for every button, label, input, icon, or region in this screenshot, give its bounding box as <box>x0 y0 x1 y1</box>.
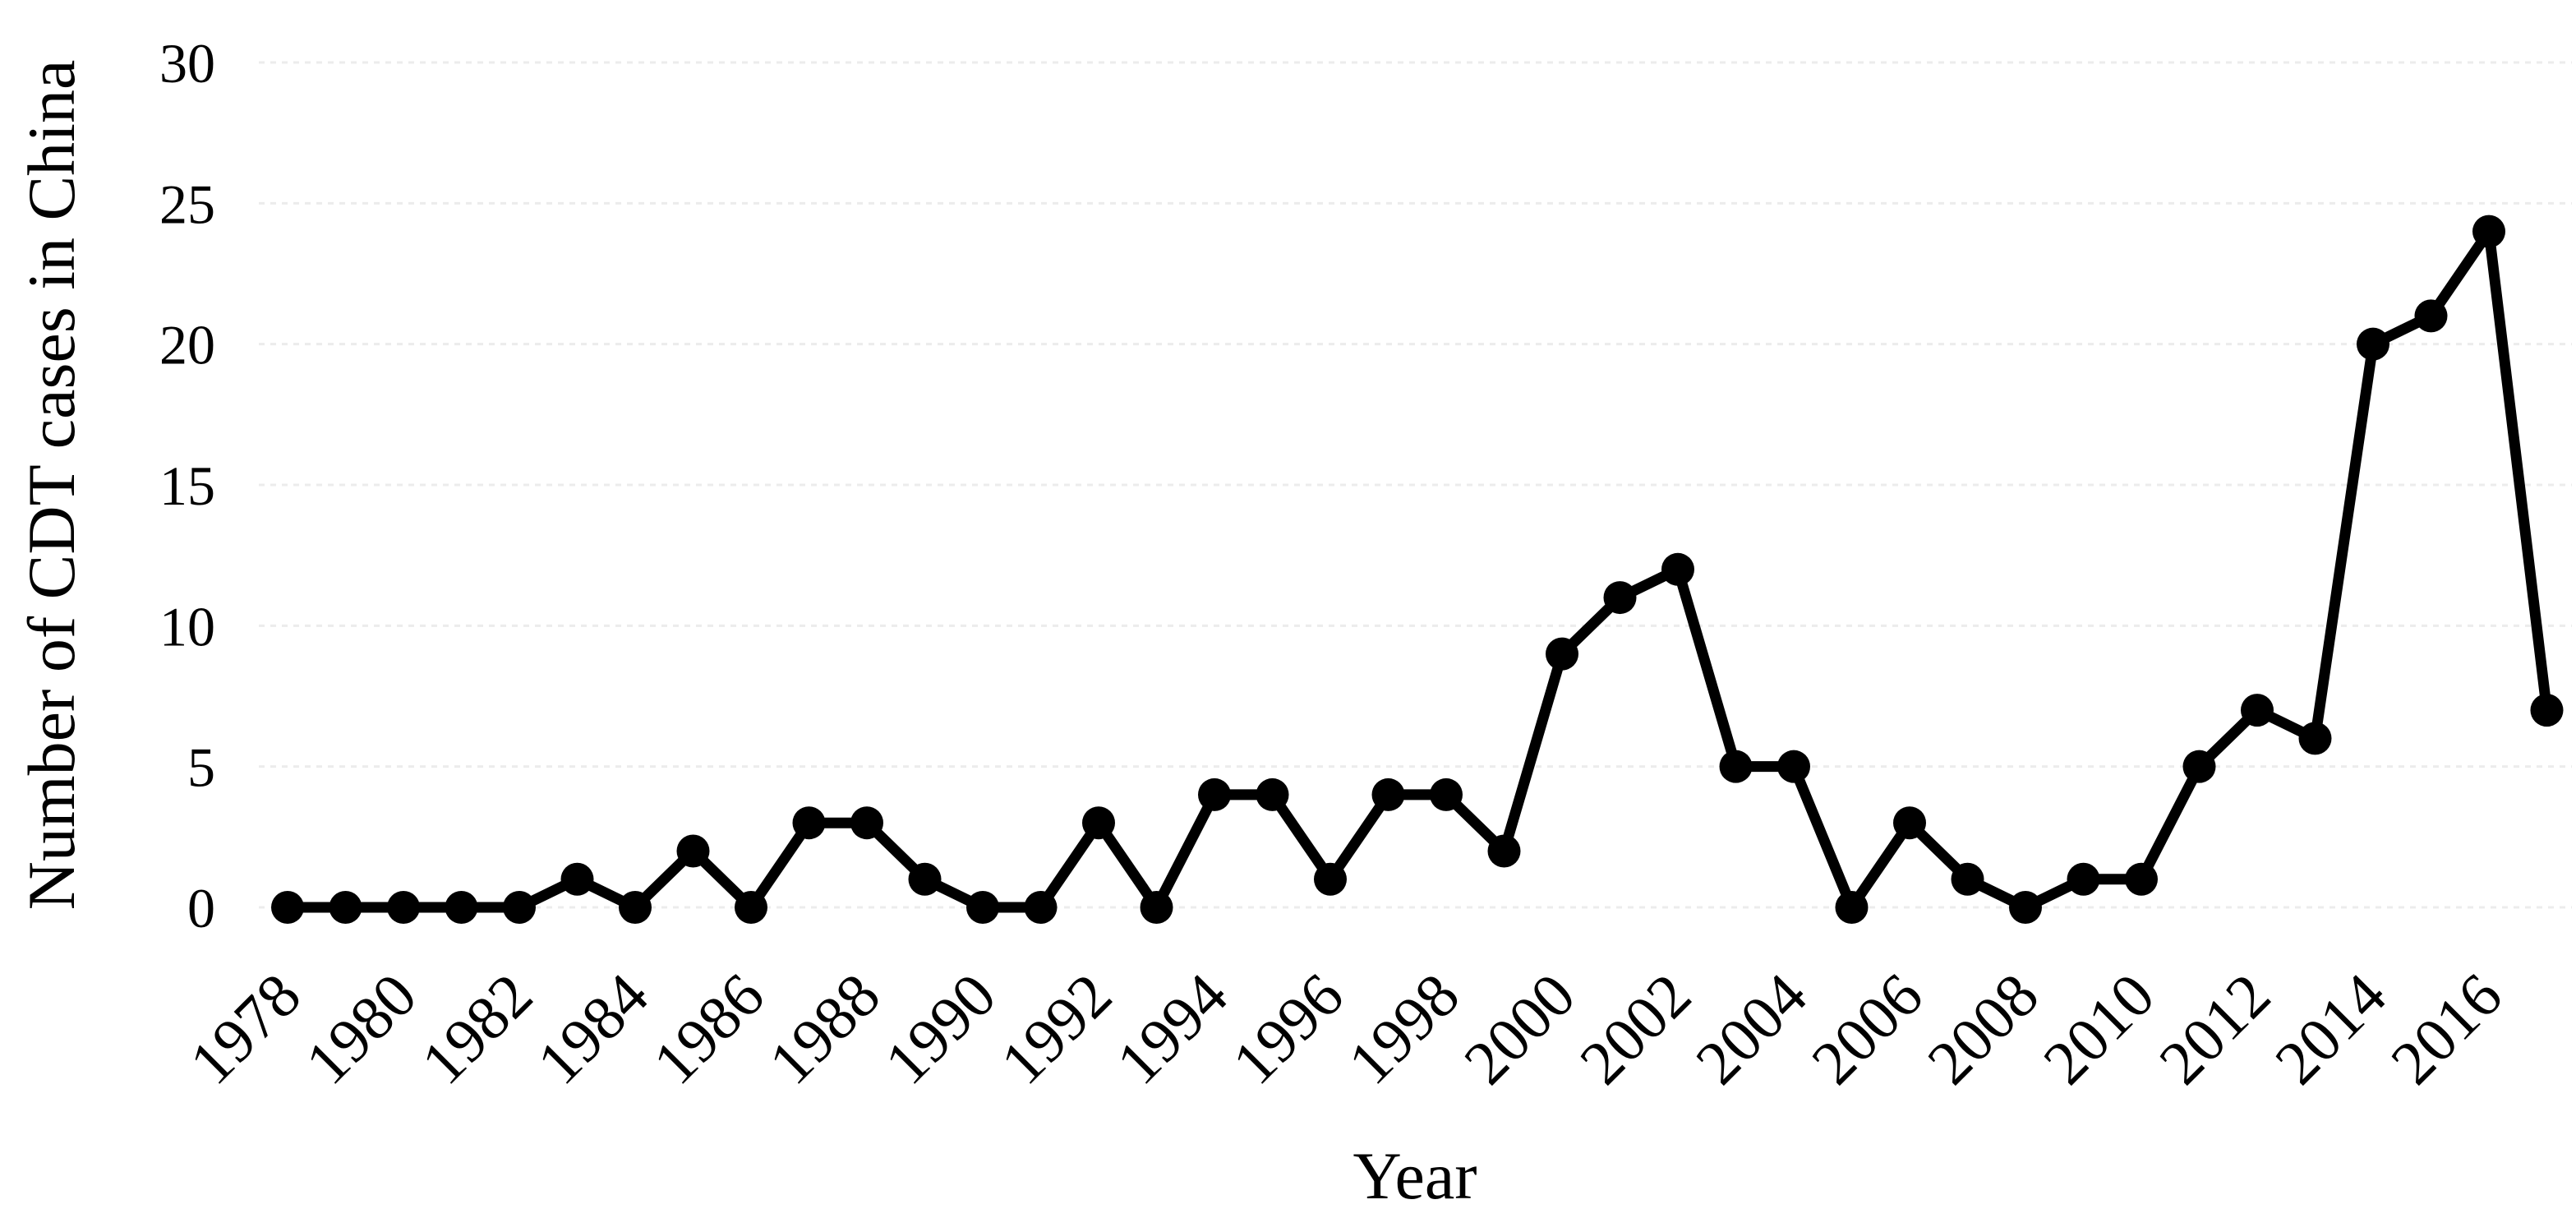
data-point <box>619 891 652 924</box>
x-tick-label: 2014 <box>2262 961 2399 1098</box>
data-point <box>2182 750 2216 783</box>
data-point <box>445 891 478 924</box>
data-point <box>1835 891 1869 924</box>
y-tick-label: 15 <box>159 455 215 517</box>
data-point <box>2530 694 2564 727</box>
data-point <box>503 891 536 924</box>
data-point <box>1371 777 1405 811</box>
y-tick-label: 10 <box>159 595 215 658</box>
data-point <box>1082 806 1115 840</box>
data-point <box>2298 722 2332 755</box>
data-point <box>2125 862 2158 896</box>
data-point <box>908 862 942 896</box>
x-axis-title: Year <box>1353 1138 1477 1213</box>
y-axis-title: Number of CDT cases in China <box>14 60 89 911</box>
data-series <box>271 215 2564 924</box>
x-tick-label: 1980 <box>293 961 430 1098</box>
data-point <box>1951 862 1984 896</box>
data-point <box>1661 552 1694 586</box>
x-tick-label: 1992 <box>988 961 1125 1098</box>
x-axis-tick-labels: 1978198019821984198619881990199219941996… <box>177 961 2515 1098</box>
data-point <box>1198 777 1231 811</box>
series-line <box>282 226 2552 913</box>
data-point <box>387 891 420 924</box>
x-tick-label: 1978 <box>177 961 314 1098</box>
x-tick-label: 1990 <box>872 961 1009 1098</box>
y-tick-label: 5 <box>187 736 215 799</box>
x-tick-label: 1986 <box>640 961 777 1098</box>
x-tick-label: 2004 <box>1683 961 1820 1098</box>
data-point <box>1546 637 1578 671</box>
data-point <box>2472 215 2505 248</box>
x-tick-label: 2012 <box>2146 961 2283 1098</box>
data-point <box>2067 862 2100 896</box>
data-point <box>676 834 710 868</box>
data-point <box>1719 750 1753 783</box>
data-point <box>966 891 999 924</box>
y-tick-label: 0 <box>187 877 215 939</box>
data-point <box>2009 891 2042 924</box>
data-point <box>2241 694 2274 727</box>
data-point <box>560 862 594 896</box>
x-tick-label: 1988 <box>756 961 893 1098</box>
data-point <box>1487 834 1521 868</box>
x-tick-label: 2000 <box>1451 961 1588 1098</box>
data-point <box>271 891 304 924</box>
data-point <box>792 806 826 840</box>
data-point <box>1140 891 1173 924</box>
x-tick-label: 2010 <box>2030 961 2168 1098</box>
x-tick-label: 1994 <box>1104 961 1241 1098</box>
data-point <box>2414 299 2448 333</box>
data-point <box>1256 777 1289 811</box>
data-point <box>735 891 767 924</box>
data-point <box>1314 862 1347 896</box>
x-tick-label: 2006 <box>1799 961 1936 1098</box>
x-tick-label: 1998 <box>1335 961 1472 1098</box>
y-tick-label: 30 <box>159 32 215 95</box>
y-axis-tick-labels: 0 5 10 15 20 25 30 <box>159 32 215 939</box>
x-tick-label: 1982 <box>408 961 546 1098</box>
data-point <box>2357 327 2389 361</box>
data-point <box>1430 777 1463 811</box>
data-point <box>1777 750 1810 783</box>
x-tick-label: 2008 <box>1915 961 2052 1098</box>
y-tick-label: 20 <box>159 314 215 376</box>
x-tick-label: 2016 <box>2378 961 2515 1098</box>
data-point <box>1024 891 1058 924</box>
x-tick-label: 2002 <box>1567 961 1704 1098</box>
data-point <box>329 891 362 924</box>
data-point <box>1603 581 1637 615</box>
x-tick-label: 1984 <box>524 961 661 1098</box>
data-point <box>1893 806 1926 840</box>
data-point <box>850 806 883 840</box>
x-tick-label: 1996 <box>1219 961 1357 1098</box>
gridlines <box>259 61 2572 909</box>
y-tick-label: 25 <box>159 173 215 235</box>
